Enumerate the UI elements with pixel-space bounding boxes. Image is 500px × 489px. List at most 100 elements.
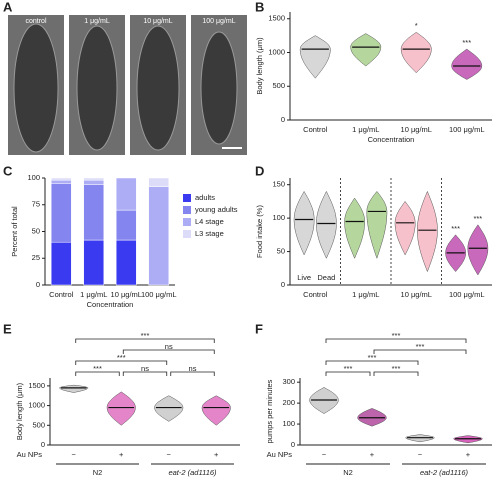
x-tick-label: Control (303, 290, 328, 299)
bracket (75, 371, 120, 376)
y-axis-label: Body length (μm) (255, 37, 264, 95)
y-tick-label: 0 (36, 280, 40, 289)
bracket (325, 360, 419, 365)
legend-swatch (183, 206, 191, 214)
x-tick-label: − (167, 450, 172, 459)
y-axis-label: pumps per minutes (265, 379, 274, 443)
y-axis-label: Food intake (%) (255, 205, 264, 258)
caption: control (25, 18, 46, 25)
violin (451, 48, 483, 80)
y-tick-label: 25 (32, 253, 40, 262)
bracket (75, 338, 215, 343)
violin (293, 190, 315, 256)
bar (115, 239, 137, 286)
significance: *** (462, 38, 471, 47)
bar (83, 184, 105, 241)
y-tick-label: 300 (282, 377, 295, 386)
x-tick-label: 1 μg/mL (352, 290, 379, 299)
violin (350, 33, 382, 67)
micrographs (8, 15, 247, 155)
x-tick-label: + (214, 450, 219, 459)
worm (200, 31, 238, 145)
group-label: N2 (343, 468, 353, 477)
y-tick-label: 0 (281, 280, 285, 289)
legend-swatch (183, 218, 191, 226)
y-tick-label: 100 (272, 213, 285, 222)
bar (50, 179, 72, 184)
legend-label: L3 stage (195, 229, 224, 238)
bar (83, 179, 105, 185)
significance: * (415, 21, 418, 30)
panel-label: A (3, 0, 13, 14)
caption: 1 μg/mL (84, 18, 110, 25)
bar (83, 239, 105, 286)
y-tick-label: 200 (282, 398, 295, 407)
bar (83, 177, 105, 181)
y-tick-label: 150 (272, 180, 285, 189)
bracket (122, 349, 215, 354)
worm (76, 25, 118, 151)
violin (59, 384, 89, 393)
y-tick-label: 1000 (268, 47, 285, 56)
significance: *** (392, 364, 401, 373)
x-tick-label: − (72, 450, 77, 459)
group-label: N2 (93, 468, 103, 477)
x-axis-label: Concentration (368, 135, 415, 144)
y-tick-label: 100 (282, 419, 295, 428)
significance: *** (368, 353, 377, 362)
x-tick-label: 10 μg/mL (401, 125, 432, 134)
legend-label: adults (195, 193, 215, 202)
violin (299, 35, 331, 79)
legend-label: Live (297, 273, 311, 282)
bracket (373, 349, 467, 354)
panel-a: A control 1 μg/mL 10 μg/mL 100 μg/mL (3, 0, 247, 155)
y-tick-label: 50 (277, 247, 285, 256)
violin (417, 190, 438, 273)
y-axis-label: Percent of total (10, 206, 19, 257)
bracket (325, 338, 467, 343)
y-tick-label: 1000 (28, 401, 45, 410)
x-tick-label: + (119, 450, 124, 459)
row-label: Au NPs (267, 450, 293, 459)
significance: *** (93, 364, 102, 373)
y-tick-label: 1500 (28, 381, 45, 390)
caption: 10 μg/mL (143, 18, 172, 25)
worm (13, 23, 59, 153)
violin (467, 224, 489, 276)
y-tick-label: 1500 (268, 14, 285, 23)
y-tick-label: 100 (27, 173, 40, 182)
panel-label: B (255, 0, 264, 14)
significance: *** (392, 331, 401, 340)
bar (115, 209, 137, 241)
y-tick-label: 50 (32, 226, 40, 235)
panel-label: F (255, 321, 263, 336)
x-tick-label: − (322, 450, 327, 459)
bracket (373, 371, 419, 376)
significance: *** (344, 364, 353, 373)
group-label: eat-2 (ad1116) (420, 468, 469, 477)
x-tick-label: 100 μg/mL (141, 290, 177, 299)
row-label: Au NPs (17, 450, 43, 459)
legend-label: L4 stage (195, 217, 224, 226)
significance: ns (189, 364, 197, 373)
legend-swatch (183, 194, 191, 202)
violin (366, 191, 388, 260)
bracket (325, 371, 371, 376)
y-tick-label: 0 (281, 115, 285, 124)
y-tick-label: 0 (41, 440, 45, 449)
x-tick-label: 10 μg/mL (111, 290, 142, 299)
group-label: eat-2 (ad1116) (168, 468, 217, 477)
significance: ns (141, 364, 149, 373)
bar (50, 177, 72, 181)
bracket (170, 371, 215, 376)
violin (316, 190, 337, 259)
x-tick-label: Control (303, 125, 328, 134)
bar (50, 183, 72, 243)
significance: *** (473, 214, 482, 223)
x-tick-label: 1 μg/mL (80, 290, 107, 299)
violin (201, 395, 231, 426)
y-tick-label: 500 (32, 420, 45, 429)
x-tick-label: + (370, 450, 375, 459)
significance: *** (451, 224, 460, 233)
